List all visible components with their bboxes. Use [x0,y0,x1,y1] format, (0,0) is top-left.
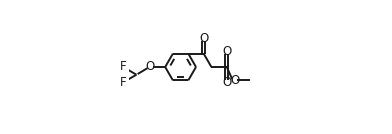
Text: O: O [199,32,208,45]
Text: F: F [120,76,126,89]
Text: O: O [230,74,239,87]
Text: O: O [222,45,231,58]
Text: O: O [222,76,231,89]
Text: F: F [120,60,126,74]
Text: O: O [145,60,154,74]
